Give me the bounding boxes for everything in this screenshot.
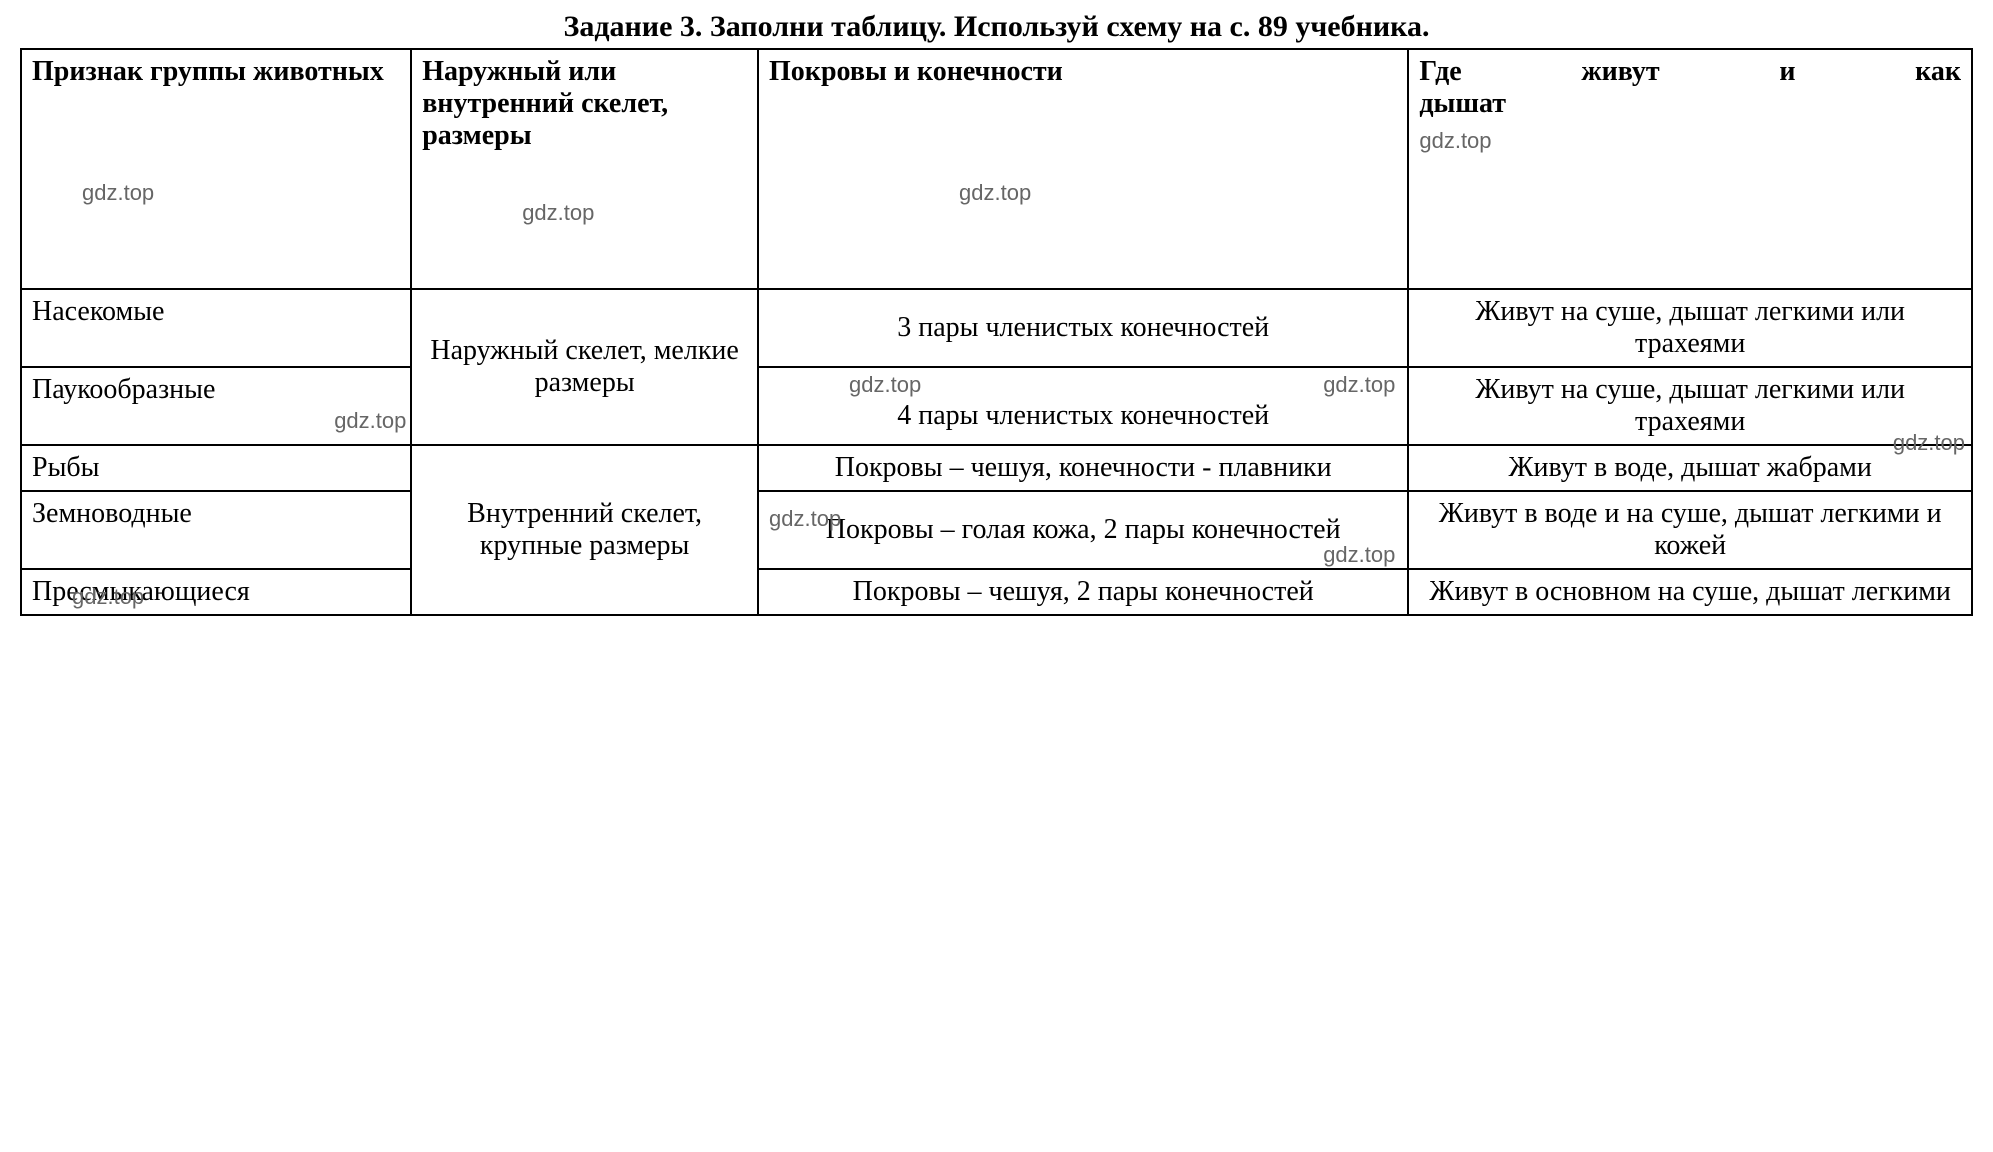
header-col-4-line1: Где живут и как: [1419, 56, 1961, 88]
page-title: Задание 3. Заполни таблицу. Используй сх…: [20, 10, 1973, 44]
watermark: gdz.top: [522, 200, 594, 226]
row-habitat-text: Живут на суше, дышат легкими или трахеям…: [1475, 374, 1905, 437]
row-habitat-cell: Живут в воде и на суше, дышат легкими и …: [1408, 491, 1972, 569]
table-row: Рыбы Внутренний скелет, крупные размеры …: [21, 445, 1972, 491]
row-name-cell: Земноводные: [21, 491, 411, 569]
table-row: Земноводные gdz.top gdz.top Покровы – го…: [21, 491, 1972, 569]
row-name-cell: Паукообразные: [21, 367, 411, 445]
header-col-2-text: Наружный или внутренний скелет, размеры: [422, 56, 747, 152]
header-col-1-text: Признак группы животных: [32, 56, 400, 88]
watermark: gdz.top: [1323, 542, 1395, 568]
row-name-cell: Насекомые: [21, 289, 411, 367]
row-covers-cell: Покровы – чешуя, 2 пары конечностей: [758, 569, 1408, 615]
row-habitat-cell: Живут на суше, дышат легкими или трахеям…: [1408, 289, 1972, 367]
header-col-4: Где живут и как дышат gdz.top: [1408, 49, 1972, 289]
header-col-3: Покровы и конечности gdz.top: [758, 49, 1408, 289]
table-row: Пресмыкающиеся gdz.top Покровы – чешуя, …: [21, 569, 1972, 615]
row-covers-text: Покровы – голая кожа, 2 пары конечностей: [826, 514, 1341, 545]
row-name-cell: Пресмыкающиеся gdz.top: [21, 569, 411, 615]
row-covers-text: 4 пары членистых конечностей: [769, 400, 1397, 432]
row-habitat-cell: Живут в основном на суше, дышат легкими: [1408, 569, 1972, 615]
header-col-2: Наружный или внутренний скелет, размеры …: [411, 49, 758, 289]
skeleton-top-merged: Наружный скелет, мелкие размеры gdz.top: [411, 289, 758, 445]
row-covers-cell: gdz.top gdz.top 4 пары членистых конечно…: [758, 367, 1408, 445]
row-covers-cell: 3 пары членистых конечностей: [758, 289, 1408, 367]
skeleton-top-text: Наружный скелет, мелкие размеры: [430, 335, 738, 398]
watermark: gdz.top: [959, 180, 1031, 206]
row-covers-cell: gdz.top gdz.top Покровы – голая кожа, 2 …: [758, 491, 1408, 569]
table-header-row: Признак группы животных gdz.top Наружный…: [21, 49, 1972, 289]
table-row: Насекомые Наружный скелет, мелкие размер…: [21, 289, 1972, 367]
row-name-text: Пресмыкающиеся: [32, 576, 250, 607]
watermark: gdz.top: [1323, 372, 1395, 398]
skeleton-bottom-text: Внутренний скелет, крупные размеры: [467, 498, 702, 561]
header-col-1: Признак группы животных gdz.top: [21, 49, 411, 289]
watermark: gdz.top: [82, 180, 154, 206]
animals-table: Признак группы животных gdz.top Наружный…: [20, 48, 1973, 616]
row-habitat-cell: Живут на суше, дышат легкими или трахеям…: [1408, 367, 1972, 445]
watermark: gdz.top: [849, 372, 921, 398]
row-habitat-cell: Живут в воде, дышат жабрами: [1408, 445, 1972, 491]
row-covers-cell: Покровы – чешуя, конечности - плавники: [758, 445, 1408, 491]
row-name-cell: Рыбы: [21, 445, 411, 491]
watermark: gdz.top: [1419, 128, 1491, 154]
header-col-3-text: Покровы и конечности: [769, 56, 1397, 88]
header-col-4-line2: дышат: [1419, 88, 1961, 120]
skeleton-bottom-merged: Внутренний скелет, крупные размеры: [411, 445, 758, 615]
table-row: Паукообразные gdz.top gdz.top 4 пары чле…: [21, 367, 1972, 445]
